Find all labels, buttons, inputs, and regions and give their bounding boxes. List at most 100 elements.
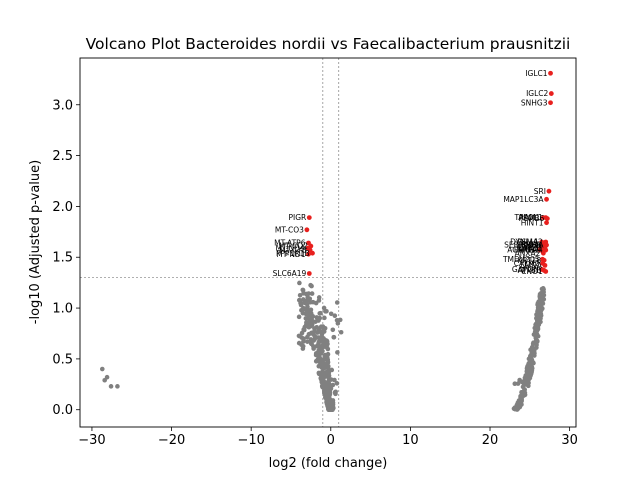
data-point xyxy=(309,323,314,328)
point-label: MT-ND1 xyxy=(276,250,305,259)
data-point xyxy=(316,363,322,369)
point-label: GAPDH xyxy=(512,265,539,274)
point-label: SERPINB9 xyxy=(504,241,541,250)
data-point xyxy=(299,307,304,313)
data-point xyxy=(310,313,316,319)
data-point xyxy=(531,340,536,345)
data-point xyxy=(305,334,310,340)
data-point xyxy=(306,291,311,296)
data-point xyxy=(320,329,326,335)
x-tick-label: −10 xyxy=(237,433,264,448)
data-point xyxy=(321,366,326,372)
data-point xyxy=(307,296,313,302)
data-point xyxy=(308,337,314,342)
data-point xyxy=(304,316,310,321)
data-point xyxy=(302,300,308,306)
data-point xyxy=(328,311,334,317)
x-axis-ticks: −30 −20 −10 0 10 20 30 xyxy=(78,427,578,448)
point-label: PPP1R1B xyxy=(276,249,309,258)
data-point xyxy=(318,324,324,330)
point-label: KRT18 xyxy=(517,256,541,265)
data-point xyxy=(300,297,306,302)
data-point xyxy=(309,341,314,347)
data-point xyxy=(305,339,310,344)
point-label: MT-CO3 xyxy=(275,225,304,234)
data-point xyxy=(326,373,332,379)
data-point xyxy=(537,298,542,304)
point-label: LMNA xyxy=(521,261,543,270)
data-point xyxy=(332,390,338,395)
point-label: PIGR xyxy=(289,213,307,222)
significant-point xyxy=(544,216,550,222)
point-label: PSMB1 xyxy=(514,246,540,255)
significant-point xyxy=(310,250,315,256)
data-point xyxy=(313,319,318,324)
data-point xyxy=(297,292,303,298)
point-label: HINT1 xyxy=(521,218,544,227)
data-point xyxy=(330,327,336,333)
data-point xyxy=(309,291,315,296)
significant-point xyxy=(544,220,549,226)
y-axis-label: -log10 (Adjusted p-value) xyxy=(28,160,43,324)
point-label: MT-ATP6 xyxy=(274,239,306,248)
x-tick-label: 20 xyxy=(482,433,499,448)
data-point xyxy=(533,335,539,341)
significant-point xyxy=(543,269,549,274)
data-point xyxy=(536,303,542,308)
data-point xyxy=(532,329,538,334)
data-point xyxy=(516,402,522,408)
x-tick-label: 10 xyxy=(402,433,419,448)
significant-point xyxy=(306,215,312,220)
data-point xyxy=(300,343,306,349)
data-point xyxy=(300,287,306,293)
point-label: MT-ND4 xyxy=(275,244,304,253)
point-label: ACTR1A xyxy=(507,246,538,255)
point-label: IGLC1 xyxy=(525,69,547,78)
data-point xyxy=(308,310,314,316)
point-label: CAPZB xyxy=(517,244,542,253)
significant-point xyxy=(540,250,546,256)
point-label: APOL1 xyxy=(518,213,543,222)
point-label: PSMA2 xyxy=(517,238,543,247)
data-point xyxy=(308,282,313,288)
point-label: PSMB6 xyxy=(519,214,545,223)
significant-point xyxy=(542,262,548,268)
data-point xyxy=(522,392,528,397)
point-label: MT-CO2 xyxy=(279,242,308,251)
data-point xyxy=(309,319,315,324)
data-point xyxy=(316,295,322,300)
data-point xyxy=(325,368,331,373)
data-point xyxy=(317,329,322,334)
point-label: TMEM205 xyxy=(502,255,540,264)
data-point xyxy=(525,377,531,383)
data-point xyxy=(311,346,316,351)
threshold-lines xyxy=(80,58,576,427)
data-point xyxy=(314,315,319,320)
point-label: LDHB xyxy=(517,244,538,253)
point-label: MAP1LC3A xyxy=(503,195,544,204)
data-point xyxy=(526,373,531,379)
data-point xyxy=(530,350,536,355)
data-point xyxy=(331,334,337,340)
data-point xyxy=(317,311,323,316)
point-label: SEPT7 xyxy=(516,241,540,250)
significant-point xyxy=(548,100,553,106)
y-tick-label: 0.5 xyxy=(52,352,73,367)
data-point xyxy=(324,339,330,344)
data-point xyxy=(519,396,524,402)
data-point xyxy=(317,338,323,343)
y-tick-label: 0.0 xyxy=(52,403,73,418)
data-point xyxy=(331,405,336,411)
data-point xyxy=(319,359,324,364)
point-label: IGLC2 xyxy=(526,89,548,98)
x-tick-label: 0 xyxy=(327,433,335,448)
plot-frame xyxy=(79,57,577,428)
data-point xyxy=(526,356,532,362)
chart-title: Volcano Plot Bacteroides nordii vs Faeca… xyxy=(86,35,571,53)
data-point xyxy=(535,326,541,331)
data-point xyxy=(115,384,120,389)
data-point xyxy=(322,315,327,321)
data-point xyxy=(99,366,105,372)
significant-point xyxy=(546,188,552,194)
